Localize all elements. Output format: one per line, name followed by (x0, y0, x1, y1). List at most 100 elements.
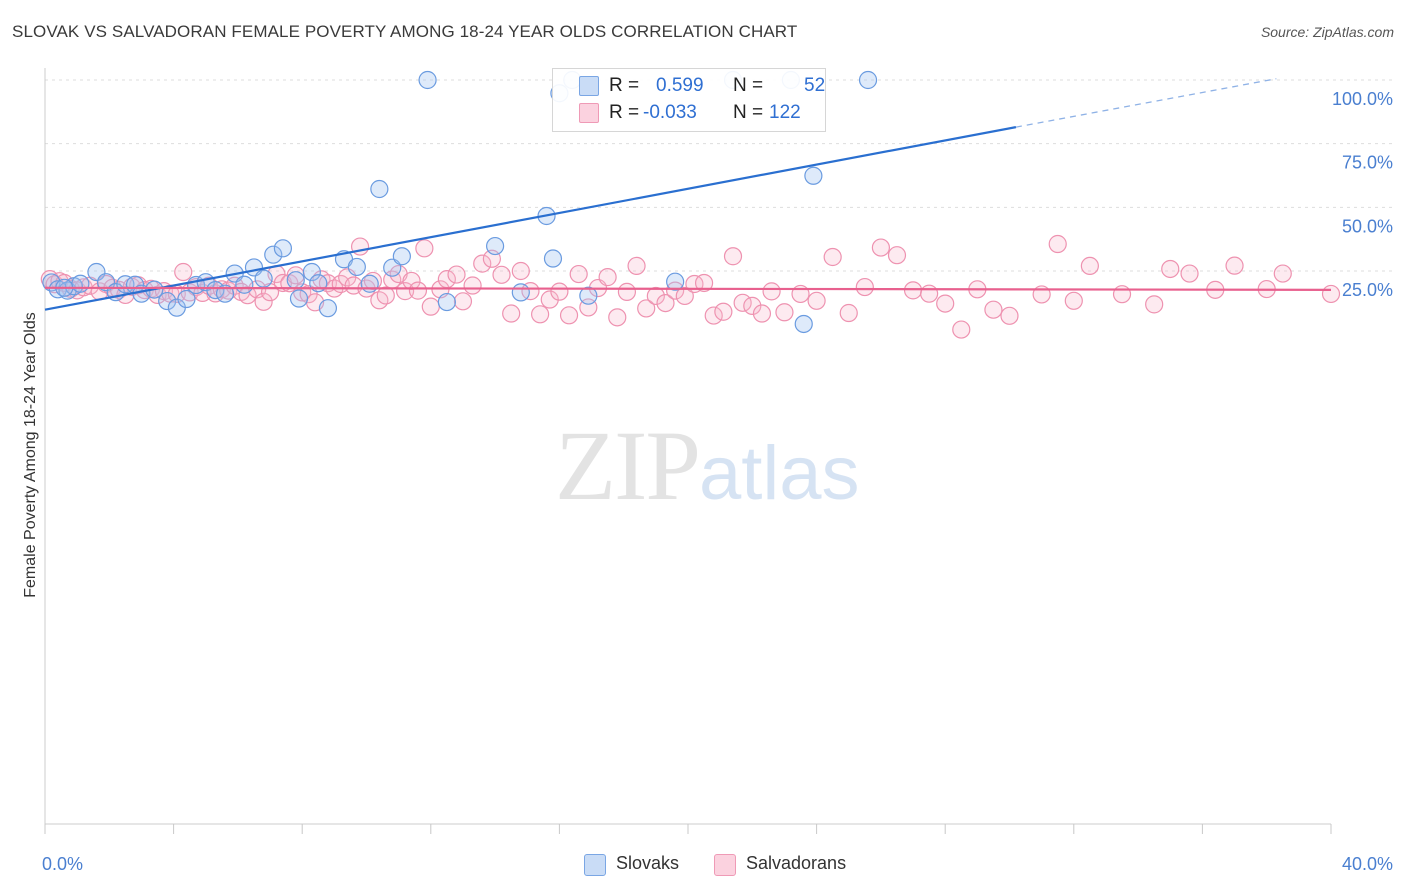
data-point (395, 282, 415, 301)
data-point (71, 274, 90, 293)
x-tick-label-min: 0.0% (42, 854, 83, 874)
data-point (608, 308, 627, 327)
data-point (177, 289, 196, 309)
legend-n-label: N = (733, 102, 764, 123)
data-point (376, 286, 395, 305)
chart-source: Source: ZipAtlas.com (1260, 24, 1394, 40)
data-point (521, 282, 540, 301)
data-point (936, 294, 955, 313)
legend-r-label: R = (609, 75, 640, 96)
data-point (1000, 306, 1019, 325)
y-tick-label: 25.0% (1342, 280, 1393, 300)
data-point (903, 281, 923, 300)
data-point (675, 286, 694, 306)
trend-lines (44, 78, 1332, 311)
legend-r-value: -0.033 (643, 102, 697, 123)
data-point (839, 303, 858, 323)
data-point (318, 299, 338, 318)
trend-line-slovaks (44, 126, 1017, 311)
data-point (1321, 284, 1341, 304)
legend-swatch-salvadorans (579, 103, 599, 123)
legend-n-value: 52 (804, 75, 826, 96)
data-point (96, 273, 116, 292)
data-point (794, 314, 813, 334)
x-tick-label-max: 40.0% (1342, 854, 1393, 874)
data-point (486, 236, 505, 256)
data-point (579, 286, 598, 305)
data-point (531, 305, 550, 324)
data-point (289, 289, 309, 308)
data-point (807, 291, 826, 310)
data-point (347, 257, 366, 277)
data-point (723, 247, 743, 266)
data-point (511, 283, 530, 302)
correlation-legend: R = 0.599 N = 52 R = -0.033 N = 122 (552, 68, 826, 132)
data-point (550, 282, 569, 301)
y-axis-label: Female Poverty Among 18-24 Year Olds (22, 312, 39, 598)
data-point (752, 304, 772, 323)
data-point (254, 292, 273, 311)
legend-swatch-slovaks (579, 76, 599, 96)
data-point (473, 254, 492, 273)
data-point (206, 281, 225, 300)
data-point (415, 239, 434, 258)
data-point (656, 293, 675, 313)
data-point (666, 272, 685, 291)
trend-line-salvadorans (44, 286, 1332, 291)
data-point (408, 281, 428, 300)
data-point (804, 166, 823, 185)
data-point (273, 239, 293, 258)
trend-line-slovaks-extension (1015, 78, 1277, 128)
data-point (646, 286, 665, 306)
data-point (1225, 256, 1244, 275)
data-point (447, 265, 466, 284)
data-point (887, 246, 907, 265)
data-point (543, 249, 563, 268)
data-point (1180, 264, 1199, 283)
data-point (360, 274, 379, 293)
data-point (952, 320, 971, 339)
data-point (1048, 234, 1067, 254)
data-point (437, 292, 456, 312)
data-point (254, 269, 273, 288)
legend-r-value: 0.599 (656, 75, 704, 96)
y-tick-label: 50.0% (1342, 216, 1393, 236)
bottom-legend-label-slovaks: Slovaks (616, 853, 680, 873)
data-point (1064, 291, 1083, 310)
watermark-zip: ZIP (555, 410, 701, 521)
data-point (762, 282, 781, 301)
axes (44, 68, 1332, 834)
data-point (238, 286, 257, 305)
bottom-legend-swatch-salvadorans (714, 854, 736, 876)
data-point (1273, 264, 1292, 283)
data-point (569, 264, 588, 284)
data-point (418, 70, 437, 90)
legend-n-value: 122 (769, 102, 801, 123)
data-point (492, 265, 511, 284)
data-point (235, 275, 254, 294)
data-point (158, 291, 177, 311)
data-point (511, 261, 530, 281)
data-point (463, 276, 482, 295)
bottom-legend-swatch-slovaks (584, 854, 606, 876)
tick-labels: 25.0% 50.0% 75.0% 100.0% 0.0% 40.0% (42, 89, 1393, 874)
data-point (637, 299, 656, 318)
data-point (1161, 259, 1180, 279)
data-point (502, 304, 521, 323)
legend-n-label: N = (733, 75, 764, 96)
data-point (453, 292, 473, 311)
data-point (743, 296, 762, 315)
data-point (559, 306, 579, 325)
data-point (264, 245, 283, 264)
data-point (363, 271, 383, 291)
data-point (823, 247, 842, 267)
data-point (392, 247, 411, 266)
data-point (174, 262, 193, 282)
y-tick-label: 75.0% (1342, 153, 1393, 173)
data-point (617, 282, 637, 301)
data-point (775, 303, 794, 322)
data-point (920, 284, 939, 303)
data-point (598, 268, 617, 287)
legend-r-label: R = (609, 102, 640, 123)
